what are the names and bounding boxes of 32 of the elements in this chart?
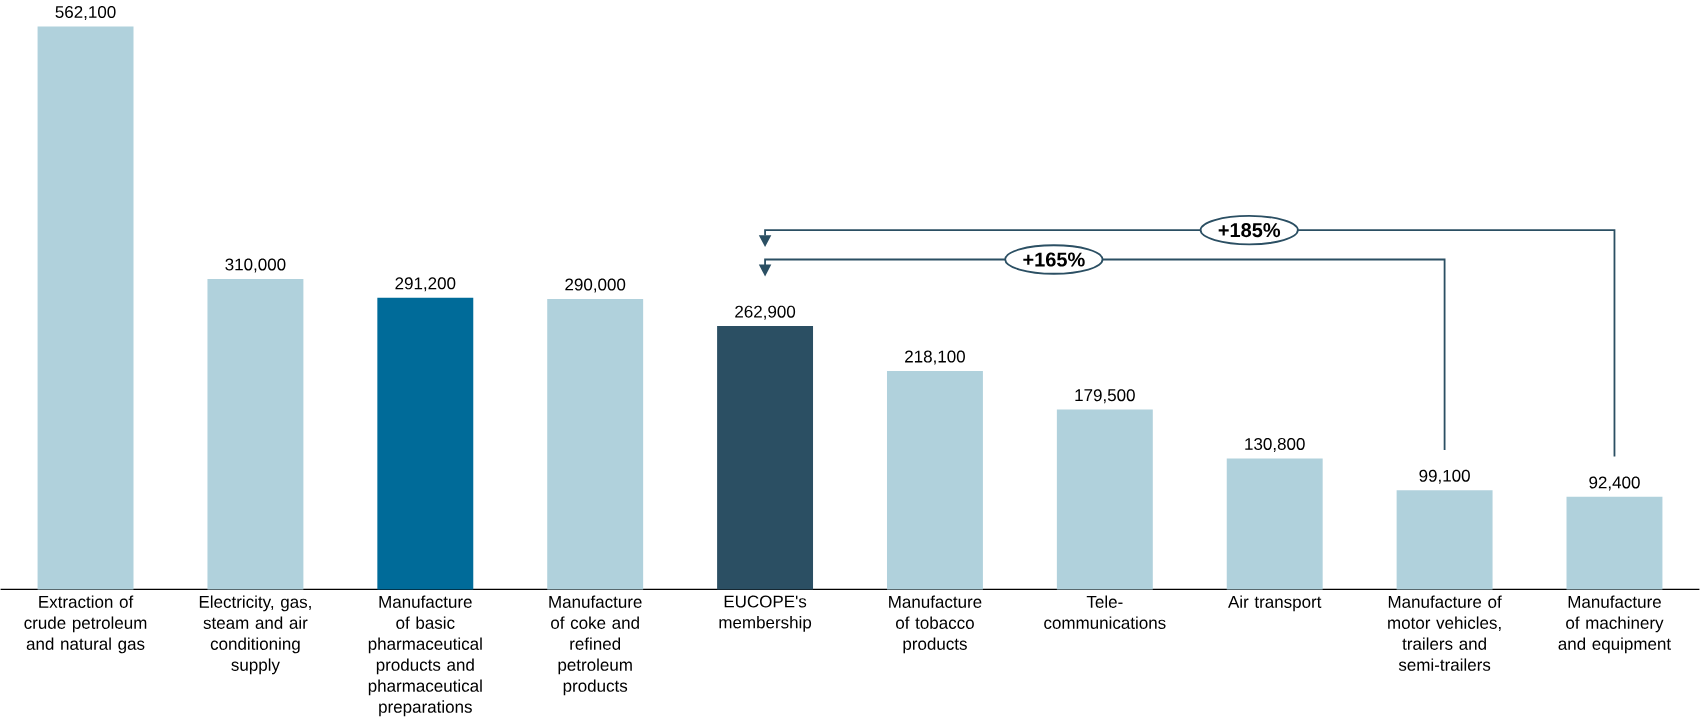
bar — [37, 26, 134, 590]
data-label: 262,900 — [735, 305, 796, 320]
x-tick-label: Manufacture of machinery and equipment — [1558, 595, 1671, 654]
data-label: 290,000 — [565, 278, 626, 293]
annotation: +165% — [1023, 252, 1085, 267]
bar — [1566, 496, 1663, 590]
data-label: 218,100 — [905, 350, 965, 365]
data-label: 291,200 — [395, 277, 456, 292]
data-label: 130,800 — [1245, 438, 1305, 453]
data-label: 99,100 — [1419, 469, 1470, 484]
x-tick-label: Manufacture of coke and refined petroleum products — [549, 595, 642, 696]
x-tick-label: Manufacture of motor vehicles, trailers and semi-trailers — [1388, 595, 1502, 671]
x-tick-label: Air transport — [1228, 595, 1322, 612]
data-label: 179,500 — [1075, 389, 1135, 404]
bar — [1226, 458, 1323, 590]
bar — [1056, 409, 1153, 590]
bar — [717, 326, 814, 590]
x-tick-label: Manufacture of basic pharmaceutical products and pharmaceutical preparations — [368, 595, 482, 717]
x-tick-label: Extraction of crude petroleum and natural gas — [24, 595, 147, 654]
x-tick-label: Electricity, gas, steam and air conditioning supply — [199, 595, 311, 675]
data-label: 562,100 — [55, 6, 116, 21]
x-tick-label: EUCOPE's membership — [719, 595, 812, 632]
data-label: 92,400 — [1589, 476, 1640, 491]
bar — [1396, 490, 1493, 590]
data-label: 310,000 — [225, 258, 286, 273]
bar — [207, 278, 304, 590]
annotation: +185% — [1218, 223, 1281, 238]
bar — [547, 299, 644, 590]
x-tick-label: Tele-communications — [1044, 595, 1166, 629]
bar — [377, 297, 474, 590]
x-tick-label: Manufacture of tobacco products — [889, 595, 982, 654]
bar — [886, 371, 983, 590]
